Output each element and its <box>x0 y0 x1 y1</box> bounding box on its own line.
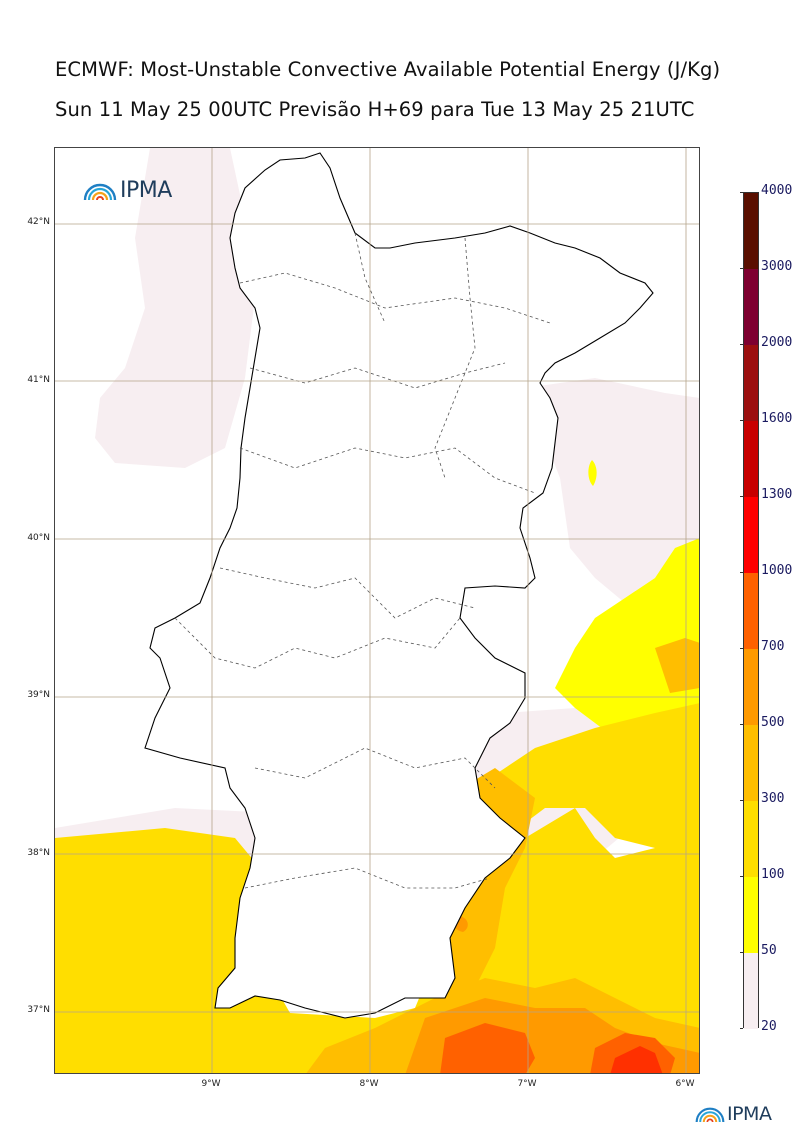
rainbow-icon <box>83 183 117 200</box>
colorbar <box>743 192 759 1029</box>
cape-contour-50 <box>588 460 597 486</box>
colorbar-label: 20 <box>761 1019 777 1034</box>
cape-contour-20 <box>525 378 699 603</box>
colorbar-label: 2000 <box>761 335 793 350</box>
colorbar-segment <box>744 269 758 345</box>
colorbar-tick <box>740 344 743 345</box>
rainbow-icon <box>695 1107 725 1123</box>
colorbar-segment <box>744 877 758 953</box>
colorbar-label: 1300 <box>761 487 793 502</box>
colorbar-label: 50 <box>761 943 777 958</box>
colorbar-segment <box>744 649 758 725</box>
colorbar-tick <box>740 572 743 573</box>
lat-label-40n: 40°N <box>27 533 50 543</box>
lon-label-8w: 8°W <box>359 1079 379 1089</box>
ipma-logo-text: IPMA <box>120 178 172 203</box>
colorbar-tick <box>740 268 743 269</box>
ipma-logo-bottom: IPMA <box>694 1103 772 1125</box>
cape-map <box>55 148 699 1073</box>
colorbar-segment <box>744 497 758 573</box>
graticule <box>55 148 699 1073</box>
colorbar-label: 1600 <box>761 411 793 426</box>
colorbar-tick <box>740 800 743 801</box>
colorbar-label: 100 <box>761 867 785 882</box>
colorbar-label: 500 <box>761 715 785 730</box>
colorbar-segment <box>744 193 758 269</box>
colorbar-segment <box>744 573 758 649</box>
map-subtitle: Sun 11 May 25 00UTC Previsão H+69 para T… <box>55 98 695 121</box>
cape-contour-50 <box>555 538 699 768</box>
lat-label-39n: 39°N <box>27 690 50 700</box>
cape-contour-20 <box>95 148 255 468</box>
colorbar-segment <box>744 345 758 421</box>
lat-label-38n: 38°N <box>27 848 50 858</box>
colorbar-segment <box>744 725 758 801</box>
colorbar-tick <box>740 1028 743 1029</box>
land-portugal <box>144 152 654 1019</box>
colorbar-label: 4000 <box>761 183 793 198</box>
cape-contour-1000 <box>610 1046 663 1073</box>
colorbar-label: 1000 <box>761 563 793 578</box>
colorbar-tick <box>740 952 743 953</box>
colorbar-segment <box>744 421 758 497</box>
district-borders <box>174 232 551 889</box>
colorbar-label: 3000 <box>761 259 793 274</box>
lon-label-7w: 7°W <box>517 1079 537 1089</box>
ipma-logo-text: IPMA <box>727 1103 772 1125</box>
lon-label-6w: 6°W <box>675 1079 695 1089</box>
colorbar-tick <box>740 192 743 193</box>
colorbar-tick <box>740 876 743 877</box>
colorbar-label: 700 <box>761 639 785 654</box>
colorbar-tick <box>740 648 743 649</box>
colorbar-segment <box>744 801 758 877</box>
cape-contour-700 <box>440 1023 535 1073</box>
lat-label-41n: 41°N <box>27 375 50 385</box>
lat-label-37n: 37°N <box>27 1005 50 1015</box>
map-panel[interactable] <box>54 147 700 1074</box>
colorbar-tick <box>740 496 743 497</box>
colorbar-segment <box>744 953 758 1029</box>
cape-contour-300 <box>655 638 699 693</box>
map-title: ECMWF: Most-Unstable Convective Availabl… <box>55 58 721 81</box>
colorbar-label: 300 <box>761 791 785 806</box>
lat-label-42n: 42°N <box>27 217 50 227</box>
ipma-logo-top: IPMA <box>82 178 172 203</box>
colorbar-tick <box>740 420 743 421</box>
lon-label-9w: 9°W <box>201 1079 221 1089</box>
cape-shading <box>55 148 699 1073</box>
colorbar-tick <box>740 724 743 725</box>
